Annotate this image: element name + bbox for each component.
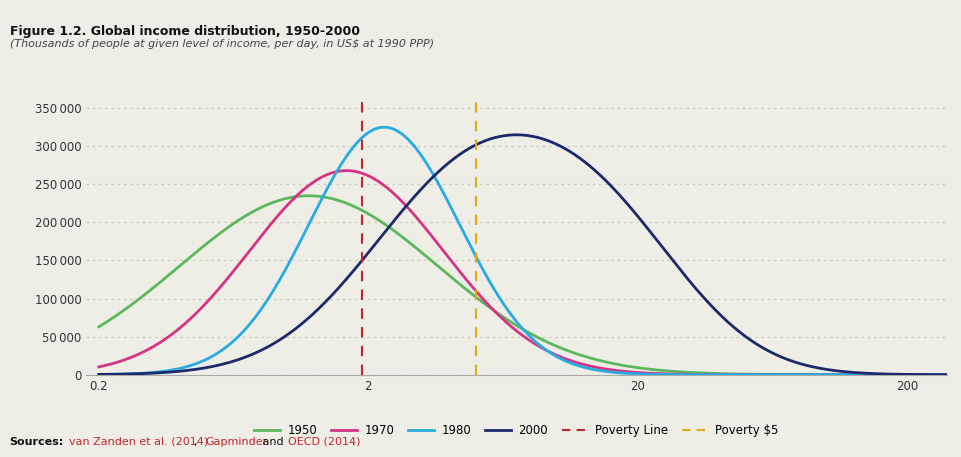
- Legend: 1950, 1970, 1980, 2000, Poverty Line, Poverty $5: 1950, 1970, 1980, 2000, Poverty Line, Po…: [250, 419, 783, 441]
- Text: .: .: [352, 437, 356, 447]
- Text: van Zanden et al. (2014): van Zanden et al. (2014): [69, 437, 209, 447]
- Text: Sources:: Sources:: [10, 437, 63, 447]
- Text: ,: ,: [194, 437, 201, 447]
- Text: OECD (2014): OECD (2014): [288, 437, 360, 447]
- Text: (Thousands of people at given level of income, per day, in US$ at 1990 PPP): (Thousands of people at given level of i…: [10, 39, 433, 49]
- Text: Figure 1.2. Global income distribution, 1950-2000: Figure 1.2. Global income distribution, …: [10, 25, 359, 38]
- Text: Gapminder: Gapminder: [206, 437, 268, 447]
- Text: and: and: [259, 437, 287, 447]
